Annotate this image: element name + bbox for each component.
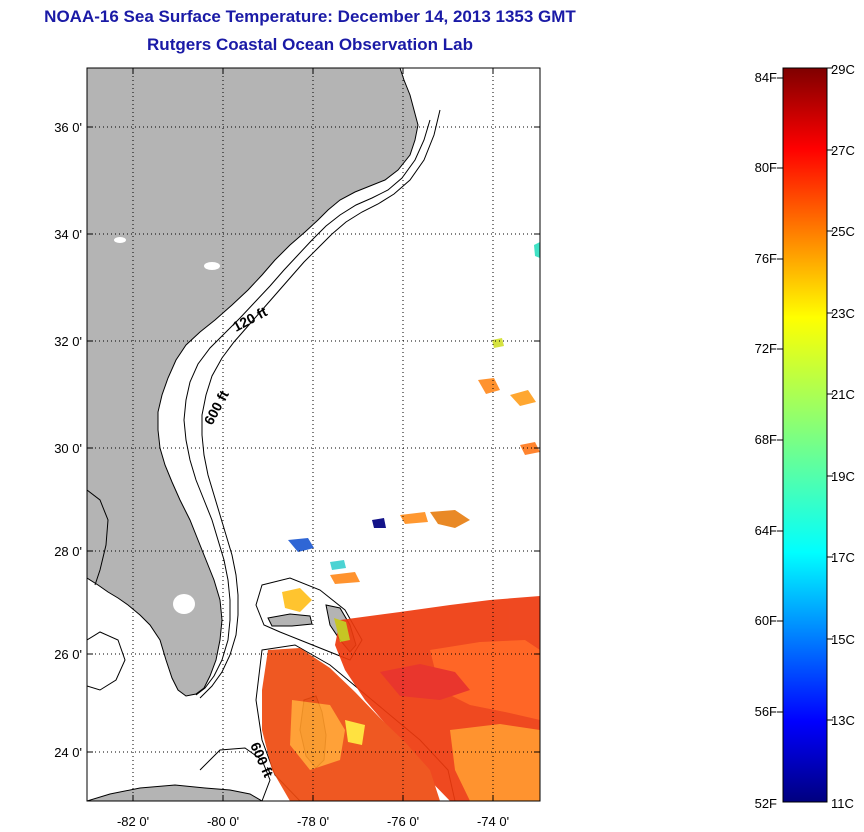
colorbar-c-label: 23C: [831, 306, 855, 321]
land-grand-bahama: [267, 613, 313, 627]
map-title: NOAA-16 Sea Surface Temperature: Decembe…: [44, 7, 576, 26]
colorbar-f-label: 80F: [755, 160, 777, 175]
map-subtitle: Rutgers Coastal Ocean Observation Lab: [147, 35, 473, 54]
land-cuba: [87, 784, 263, 801]
lat-tick-label: 24 0': [54, 745, 82, 760]
colorbar-f-label: 84F: [755, 70, 777, 85]
colorbar-f-label: 68F: [755, 432, 777, 447]
lat-tick-label: 28 0': [54, 544, 82, 559]
lon-tick-label: -80 0': [207, 814, 239, 829]
colorbar-c-label: 11C: [831, 796, 854, 811]
isobath-120ft: [183, 119, 431, 696]
lon-tick-label: -78 0': [297, 814, 329, 829]
colorbar-f-label: 60F: [755, 613, 777, 628]
lat-tick-label: 26 0': [54, 647, 82, 662]
isobath-gulf: [87, 489, 109, 586]
isobath-600ft: [199, 109, 441, 699]
sst-data: [262, 242, 540, 801]
axis-ticks: [87, 68, 540, 801]
colorbar-c-label: 29C: [831, 62, 855, 77]
colorbar-c-label: 27C: [831, 143, 855, 158]
colorbar-f-label: 76F: [755, 251, 777, 266]
colorbar-c-label: 15C: [831, 632, 855, 647]
colorbar-gradient: [782, 67, 828, 803]
colorbar-c-label: 19C: [831, 469, 855, 484]
colorbar-f-label: 64F: [755, 523, 777, 538]
lon-tick-label: -82 0': [117, 814, 149, 829]
lat-tick-label: 34 0': [54, 227, 82, 242]
lat-tick-label: 36 0': [54, 120, 82, 135]
lat-tick-label: 32 0': [54, 334, 82, 349]
colorbar-c-label: 13C: [831, 713, 855, 728]
isobath-cuba-shelf: [199, 747, 271, 801]
lat-tick-label: 30 0': [54, 441, 82, 456]
colorbar-c-label: 17C: [831, 550, 855, 565]
lon-tick-label: -76 0': [387, 814, 419, 829]
colorbar-f-label: 56F: [755, 704, 777, 719]
lake: [114, 237, 126, 243]
land-mainland: [87, 68, 419, 697]
colorbar-c-label: 21C: [831, 387, 855, 402]
colorbar-f-label: 52F: [755, 796, 777, 811]
isobath-keys: [87, 631, 126, 691]
colorbar-f-label: 72F: [755, 341, 777, 356]
lake-okeechobee: [173, 594, 195, 614]
colorbar-c-label: 25C: [831, 224, 855, 239]
lon-tick-label: -74 0': [477, 814, 509, 829]
lake: [204, 262, 220, 270]
colorbar: 84F 80F 76F 72F 68F 64F 60F 56F 52F 29C …: [755, 62, 855, 811]
